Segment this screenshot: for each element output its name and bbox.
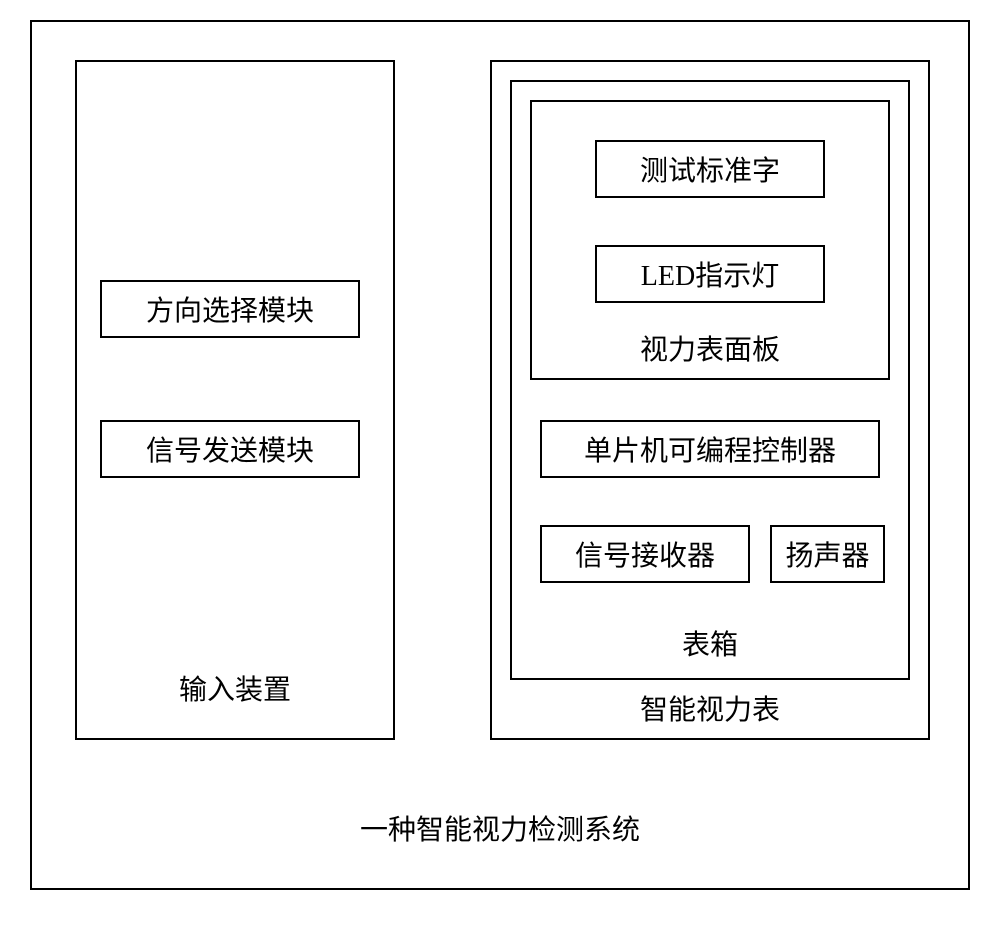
led-indicator-box: LED指示灯 xyxy=(595,245,825,303)
direction-module-box: 方向选择模块 xyxy=(100,280,360,338)
direction-module-label: 方向选择模块 xyxy=(146,289,314,329)
mcu-controller-label: 单片机可编程控制器 xyxy=(584,429,836,469)
left-panel: 输入装置 xyxy=(75,60,395,740)
test-char-box: 测试标准字 xyxy=(595,140,825,198)
mcu-controller-box: 单片机可编程控制器 xyxy=(540,420,880,478)
meter-box-label: 表箱 xyxy=(512,623,908,663)
signal-receiver-label: 信号接收器 xyxy=(575,534,715,574)
speaker-box: 扬声器 xyxy=(770,525,885,583)
right-panel-label: 智能视力表 xyxy=(492,688,928,728)
speaker-label: 扬声器 xyxy=(785,534,869,574)
vision-panel-label: 视力表面板 xyxy=(532,328,888,368)
signal-receiver-box: 信号接收器 xyxy=(540,525,750,583)
system-title: 一种智能视力检测系统 xyxy=(32,808,968,848)
left-panel-label: 输入装置 xyxy=(77,668,393,708)
signal-send-module-box: 信号发送模块 xyxy=(100,420,360,478)
signal-send-module-label: 信号发送模块 xyxy=(146,429,314,469)
led-indicator-label: LED指示灯 xyxy=(641,254,779,294)
test-char-label: 测试标准字 xyxy=(640,149,780,189)
